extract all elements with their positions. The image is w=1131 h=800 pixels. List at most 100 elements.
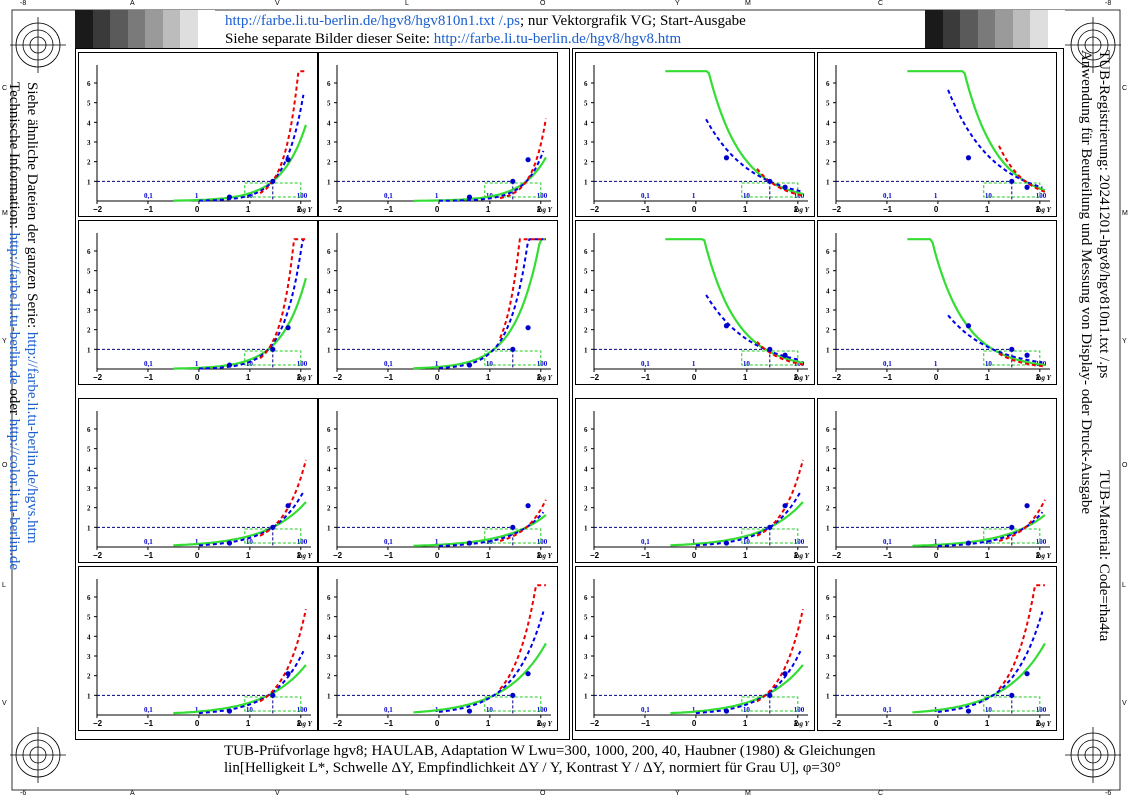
y-tick-label: 4 (826, 633, 830, 641)
y-tick-label: 2 (87, 673, 91, 681)
y-tick-label: 2 (327, 673, 331, 681)
y-tick-label: 2 (826, 327, 830, 335)
side-right-registration: TUB-Registrierung: 20241201-hgv8/hgv810n… (1096, 50, 1112, 379)
y-tick-label: 3 (826, 307, 830, 315)
series-red (998, 499, 1046, 542)
chart-panel-hgv80-6a: −2 −1 0 1 2 log Y 1 2 3 4 5 6 0,1 1 10 100 (318, 398, 558, 563)
gray-swatch (942, 10, 960, 48)
header-link-htm[interactable]: http://farbe.li.tu-berlin.de/hgv8/hgv8.h… (433, 31, 682, 47)
data-point (723, 708, 730, 714)
x-tick-label: −2 (333, 205, 343, 214)
x-tick-label: −1 (883, 373, 893, 382)
y-tick-label: 4 (584, 465, 588, 473)
series-blue (937, 511, 1044, 547)
data-point (782, 184, 788, 190)
data-point (1009, 692, 1015, 698)
y-tick-label: 5 (584, 268, 588, 276)
x-tick-label: −1 (384, 551, 394, 560)
y-tick-label: 2 (584, 327, 588, 335)
x-tick-label: 0 (435, 205, 440, 214)
y-tick-label: 6 (826, 594, 830, 602)
chart-panel-hgv81-8a: −2 −1 0 1 2 log Y 1 2 3 4 5 6 0,1 1 10 100 (817, 566, 1057, 731)
y-tick-label: 4 (584, 287, 588, 295)
decade-label: 100 (297, 192, 308, 200)
decade-label: 1 (934, 360, 938, 368)
y-tick-label: 5 (327, 446, 331, 454)
x-tick-label: 1 (486, 719, 491, 728)
header-link-txt[interactable]: http://farbe.li.tu-berlin.de/hgv8/hgv810… (225, 13, 520, 29)
data-point (226, 362, 233, 368)
series-green (912, 514, 1046, 547)
x-axis-label: log Y (1036, 374, 1052, 382)
application-region-box (244, 696, 302, 712)
side-left-link-farbe[interactable]: http://farbe.li.tu-berlin.de (6, 232, 22, 385)
x-tick-label: −2 (832, 205, 842, 214)
tick-bottom-7: C (878, 790, 884, 797)
decade-label: 1 (435, 538, 439, 546)
header-line2-text: Siehe separate Bilder dieser Seite: (225, 31, 434, 47)
decade-label: 1 (435, 360, 439, 368)
data-point (510, 524, 516, 530)
y-tick-label: 1 (87, 692, 91, 700)
x-tick-label: 2 (537, 719, 542, 728)
y-tick-label: 6 (327, 594, 331, 602)
y-tick-label: 5 (584, 614, 588, 622)
frame-ticks-bottom: -6 A V L O Y M C -6 (0, 790, 1131, 800)
x-tick-label: −2 (93, 719, 103, 728)
side-left-line2-text: Technische Information: (6, 82, 22, 233)
gray-swatch (110, 10, 128, 48)
y-tick-label: 3 (826, 485, 830, 493)
y-tick-label: 3 (87, 307, 91, 315)
x-tick-label: −2 (590, 719, 600, 728)
x-tick-label: 0 (435, 373, 440, 382)
x-tick-label: 1 (486, 205, 491, 214)
gray-swatch (1047, 10, 1065, 48)
y-tick-label: 1 (584, 524, 588, 532)
y-tick-label: 4 (584, 633, 588, 641)
data-point (466, 194, 473, 200)
y-tick-label: 2 (584, 505, 588, 513)
y-tick-label: 2 (584, 159, 588, 167)
tick-right-2: Y (1122, 338, 1127, 345)
y-tick-label: 6 (584, 426, 588, 434)
y-tick-label: 4 (826, 287, 830, 295)
data-point (965, 323, 972, 329)
x-tick-label: 2 (1036, 551, 1041, 560)
gray-swatch-strip (75, 10, 1065, 48)
x-tick-label: 1 (246, 551, 251, 560)
decade-label: 0,1 (883, 538, 892, 546)
data-point (965, 708, 972, 714)
series-green (413, 238, 546, 370)
decade-label: 100 (794, 360, 805, 368)
y-tick-label: 5 (826, 268, 830, 276)
data-point (285, 157, 291, 163)
data-point (226, 708, 233, 714)
side-left-link-color[interactable]: http://color.li.tu-berlin.de (6, 418, 22, 571)
decade-label: 100 (297, 706, 308, 714)
data-point (767, 346, 773, 352)
y-tick-label: 2 (327, 505, 331, 513)
y-tick-label: 1 (87, 178, 91, 186)
gray-swatch (180, 10, 198, 48)
decade-label: 10 (985, 360, 993, 368)
application-region-box (741, 696, 799, 712)
x-tick-label: 1 (743, 719, 748, 728)
side-left-link-series[interactable]: http://farbe.li.tu-berlin.de/hgvs.htm (24, 331, 40, 544)
decade-label: 0,1 (883, 706, 892, 714)
x-tick-label: −1 (144, 551, 154, 560)
y-tick-label: 4 (584, 119, 588, 127)
tick-right-4: L (1122, 582, 1126, 589)
decade-label: 10 (246, 538, 254, 546)
tick-left-0: C (2, 85, 8, 92)
data-point (285, 325, 291, 331)
decade-label: 0,1 (144, 360, 153, 368)
y-tick-label: 4 (87, 633, 91, 641)
decade-label: 0,1 (641, 538, 650, 546)
series-red (756, 459, 804, 537)
y-tick-label: 2 (826, 159, 830, 167)
side-left-line2: Technische Information: http://farbe.li.… (5, 82, 22, 570)
